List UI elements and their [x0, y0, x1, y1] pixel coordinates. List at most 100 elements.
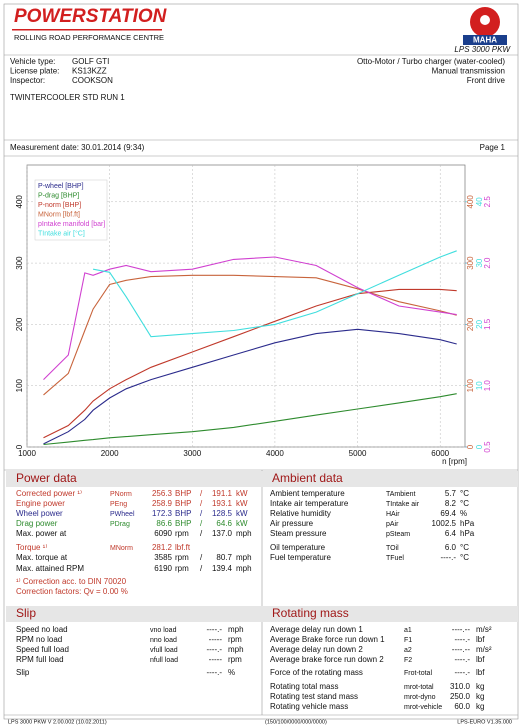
footer-text: LPS 3000 PKW V 2.00.002 (10.02.2011) [8, 719, 107, 725]
cell-value: 310.0 [450, 682, 471, 691]
cell-unit: °C [460, 543, 469, 552]
cell-label: RPM full load [16, 655, 64, 664]
cell-unit: hPa [460, 529, 475, 538]
cell-unit: lbf [476, 668, 485, 677]
series-line [43, 393, 457, 446]
y-tick-label: 300 [466, 256, 475, 270]
y-tick-label: 0.5 [483, 441, 492, 453]
maker-plate [463, 35, 507, 45]
cell-unit: °C [460, 499, 469, 508]
cell-unit: BHP [175, 489, 191, 498]
cell-unit2: kW [236, 489, 248, 498]
cell-symbol: nfull load [150, 657, 178, 664]
legend-entry: P-wheel [BHP] [38, 183, 84, 190]
cell-value: 6.0 [445, 543, 457, 552]
cell-symbol: mrot-vehicle [404, 704, 442, 711]
cell-unit: hPa [460, 519, 475, 528]
y-tick-label: 1.5 [483, 318, 492, 330]
y-tick-label: 200 [466, 317, 475, 331]
cell-unit: lbf [476, 655, 485, 664]
measurement-date: Measurement date: 30.01.2014 (9:34) [10, 143, 145, 152]
tagline: ROLLING ROAD PERFORMANCE CENTRE [14, 33, 164, 42]
cell-symbol: TAmbient [386, 491, 415, 498]
legend-entry: P-norm [BHP] [38, 202, 81, 209]
cell-value: 6190 [154, 564, 172, 573]
cell-value: 60.0 [454, 702, 470, 711]
cell-value: 256.3 [152, 489, 173, 498]
cell-unit: kg [476, 682, 484, 691]
y-tick-label: 20 [475, 319, 484, 328]
section-header [262, 606, 518, 622]
cell-unit2: kW [236, 509, 248, 518]
cell-symbol: pAir [386, 521, 399, 528]
section-title: Slip [16, 606, 36, 620]
cell-value: ----.- [454, 635, 470, 644]
y-tick-label: 30 [475, 258, 484, 267]
cell-value2: 137.0 [212, 529, 233, 538]
cell-value: ----- [209, 655, 223, 664]
cell-value: 6090 [154, 529, 172, 538]
x-tick-label: 5000 [349, 449, 367, 458]
legend-entry: P-drag [BHP] [38, 192, 79, 199]
cell-symbol: vno load [150, 627, 177, 634]
cell-value: ----.- [454, 655, 470, 664]
cell-value2: 193.1 [212, 499, 233, 508]
cell-symbol: PNorm [110, 491, 132, 498]
cell-value: 3585 [154, 553, 172, 562]
cell-unit2: mph [236, 553, 252, 562]
cell-value: ----.- [206, 645, 222, 654]
cell-label: Fuel temperature [270, 553, 331, 562]
cell-value: ----.-- [452, 625, 471, 634]
cell-sep: / [200, 553, 203, 562]
cell-label: Relative humidity [270, 509, 331, 518]
cell-label: Slip [16, 668, 30, 677]
product: LPS 3000 PKW [454, 45, 511, 54]
cell-unit: °C [460, 553, 469, 562]
cell-value: ----.- [206, 625, 222, 634]
footer-text: (150/100/0000/000/0000) [265, 719, 327, 725]
run-title: TWINTERCOOLER STD RUN 1 [10, 93, 125, 102]
cell-label: Average Brake force run down 1 [270, 635, 385, 644]
y-tick-label: 400 [466, 195, 475, 209]
legend-entry: TIntake air [°C] [38, 229, 85, 237]
cell-label: Torque ¹⁾ [16, 543, 47, 552]
cell-unit: mph [228, 645, 244, 654]
cell-unit2: kW [236, 499, 248, 508]
y-tick-label: 0 [475, 444, 484, 449]
cell-symbol: TFuel [386, 555, 404, 562]
cell-label: Correction factors: Qv = 0.00 % [16, 587, 128, 596]
cell-sep: / [200, 509, 203, 518]
cell-sep: / [200, 489, 203, 498]
cell-unit: rpm [228, 635, 242, 644]
cell-label: Corrected power ¹⁾ [16, 489, 82, 498]
cell-unit2: mph [236, 564, 252, 573]
vehicle-value: COOKSON [72, 76, 113, 85]
series-line [43, 256, 457, 380]
cell-unit: lbf [476, 635, 485, 644]
y-tick-label: 10 [475, 381, 484, 390]
y-tick-label: 400 [15, 195, 24, 209]
y-tick-label: 1.0 [483, 380, 492, 392]
cell-symbol: mrot-total [404, 684, 434, 691]
x-tick-label: 1000 [18, 449, 36, 458]
vehicle-label: License plate: [10, 67, 59, 76]
cell-label: Average delay run down 2 [270, 645, 363, 654]
cell-value: 5.7 [445, 489, 457, 498]
cell-unit2: mph [236, 529, 252, 538]
cell-value: ----.- [440, 553, 456, 562]
cell-label: ¹⁾ Correction acc. to DIN 70020 [16, 577, 127, 586]
vehicle-spec: Otto-Motor / Turbo charger (water-cooled… [357, 57, 505, 66]
cell-label: Force of the rotating mass [270, 668, 363, 677]
cell-label: Drag power [16, 519, 58, 528]
cell-symbol: a1 [404, 627, 412, 634]
legend-box [34, 179, 108, 241]
y-tick-label: 200 [15, 317, 24, 331]
series-line [92, 250, 457, 338]
cell-value: 1002.5 [432, 519, 457, 528]
cell-unit: °C [460, 489, 469, 498]
cell-label: Speed no load [16, 625, 68, 634]
cell-unit: m/s² [476, 625, 492, 634]
cell-label: Intake air temperature [270, 499, 349, 508]
cell-value2: 139.4 [212, 564, 233, 573]
cell-unit: kg [476, 702, 484, 711]
